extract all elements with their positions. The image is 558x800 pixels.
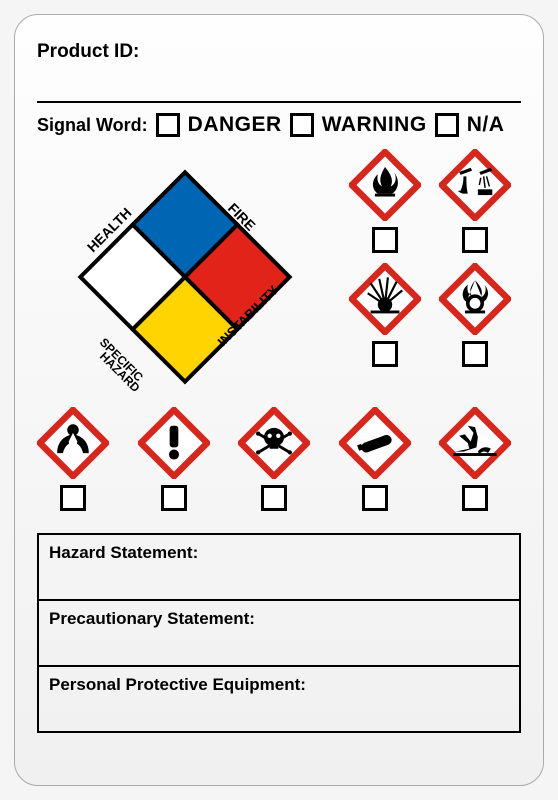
ghs-flame [349, 149, 421, 253]
signal-word-row: Signal Word: DANGER WARNING N/A [37, 113, 521, 137]
precautionary-statement-field[interactable]: Precautionary Statement: [39, 601, 519, 667]
skull-icon [238, 407, 310, 479]
ghs-explosion-checkbox[interactable] [372, 341, 398, 367]
ppe-label: Personal Protective Equipment: [49, 675, 306, 694]
explosion-icon [349, 263, 421, 335]
ghs-exclamation [138, 407, 210, 511]
ghs-oxidizer [439, 263, 511, 367]
exclamation-icon [138, 407, 210, 479]
warning-checkbox[interactable] [290, 113, 314, 137]
na-checkbox[interactable] [435, 113, 459, 137]
danger-checkbox[interactable] [156, 113, 180, 137]
oxidizer-icon [439, 263, 511, 335]
precautionary-statement-label: Precautionary Statement: [49, 609, 255, 628]
ghs-skull-checkbox[interactable] [261, 485, 287, 511]
gas-cylinder-icon [339, 407, 411, 479]
ghs-gas-cylinder-checkbox[interactable] [362, 485, 388, 511]
ghs-right-column [331, 149, 511, 377]
statements-box: Hazard Statement: Precautionary Statemen… [37, 533, 521, 733]
hazard-statement-field[interactable]: Hazard Statement: [39, 535, 519, 601]
signal-word-label: Signal Word: [37, 115, 148, 136]
ghs-environment-checkbox[interactable] [462, 485, 488, 511]
ppe-field[interactable]: Personal Protective Equipment: [39, 667, 519, 731]
ghs-health-hazard-checkbox[interactable] [60, 485, 86, 511]
ghs-explosion [349, 263, 421, 367]
ghs-skull [238, 407, 310, 511]
nfpa-diamond: FIRE HEALTH INSTABILITY SPECIFIC HAZARD [55, 157, 275, 377]
environment-icon [439, 407, 511, 479]
danger-label: DANGER [188, 113, 282, 137]
health-hazard-icon [37, 407, 109, 479]
warning-label: WARNING [322, 113, 427, 137]
ghs-flame-checkbox[interactable] [372, 227, 398, 253]
ghs-corrosion-checkbox[interactable] [462, 227, 488, 253]
hazard-graphics-section: FIRE HEALTH INSTABILITY SPECIFIC HAZARD [37, 149, 521, 529]
ghs-gas-cylinder [339, 407, 411, 511]
ghs-nfpa-label-card: Product ID: Signal Word: DANGER WARNING … [14, 14, 544, 786]
flame-icon [349, 149, 421, 221]
product-id-input-line[interactable] [37, 63, 521, 103]
product-id-label: Product ID: [37, 41, 521, 63]
ghs-exclamation-checkbox[interactable] [161, 485, 187, 511]
ghs-bottom-row [37, 407, 511, 511]
ghs-environment [439, 407, 511, 511]
na-label: N/A [467, 113, 505, 137]
ghs-oxidizer-checkbox[interactable] [462, 341, 488, 367]
hazard-statement-label: Hazard Statement: [49, 543, 198, 562]
ghs-health-hazard [37, 407, 109, 511]
corrosion-icon [439, 149, 511, 221]
ghs-corrosion [439, 149, 511, 253]
